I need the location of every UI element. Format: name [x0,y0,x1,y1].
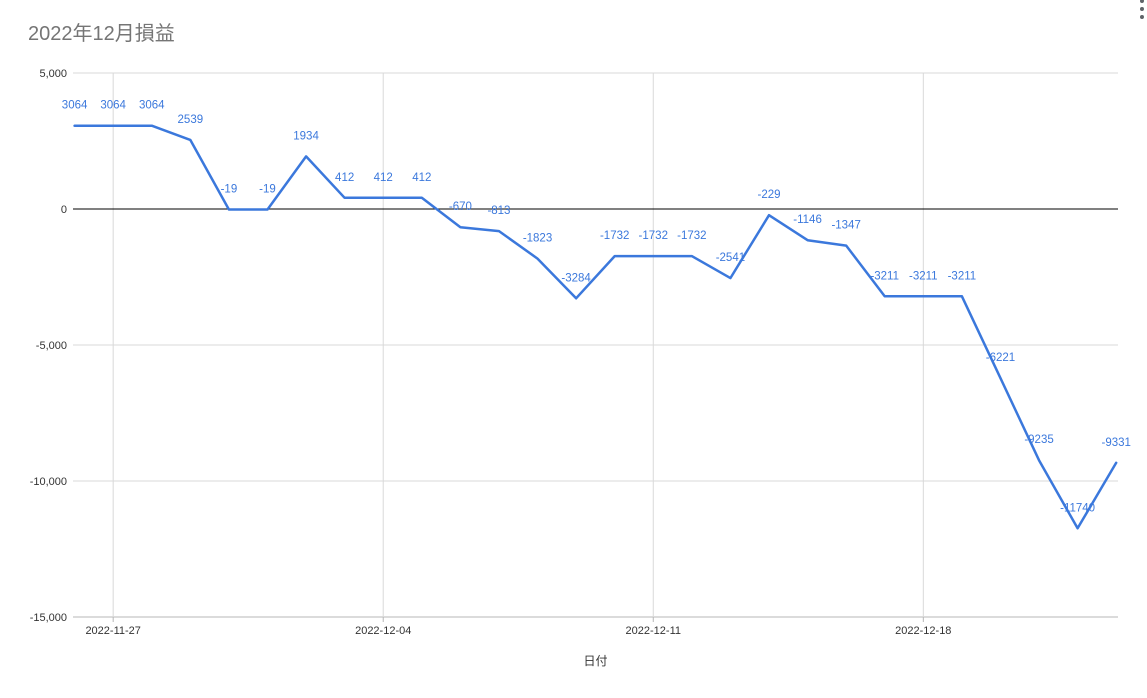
kebab-dot [1140,0,1144,3]
data-label: -1146 [793,214,822,226]
data-label: -1347 [831,220,860,232]
data-label: -19 [221,184,238,196]
data-label: -9331 [1101,437,1130,449]
data-label: -3284 [561,272,591,284]
y-tick-label: -15,000 [30,612,67,624]
y-tick-label: -5,000 [36,340,67,352]
data-label: 2539 [178,114,204,126]
data-label: -1823 [523,233,552,245]
x-tick-label: 2022-11-27 [85,625,140,637]
data-label: -19 [259,184,276,196]
data-label: -6221 [986,352,1015,364]
data-label: -1732 [677,230,706,242]
y-tick-label: -10,000 [30,476,67,488]
data-label: 3064 [139,100,165,112]
y-tick-label: 5,000 [39,68,67,80]
x-tick-label: 2022-12-18 [895,625,951,637]
data-label: 1934 [293,130,319,142]
data-label: -1732 [600,230,629,242]
data-label: -11740 [1060,502,1095,514]
data-label: 3064 [100,100,126,112]
data-label: 3064 [62,100,88,112]
x-tick-label: 2022-12-04 [355,625,411,637]
data-label: 412 [374,172,393,184]
data-label: 412 [335,172,354,184]
kebab-menu-icon[interactable] [1136,0,1147,27]
data-label: -1732 [639,230,668,242]
data-label: -3211 [870,270,899,282]
data-label: -3211 [948,270,977,282]
x-axis-title: 日付 [583,654,608,668]
kebab-dot [1140,7,1144,11]
kebab-dot [1140,15,1144,19]
chart-title: 2022年12月損益 [28,23,175,45]
series-line [73,124,1118,530]
data-label: -2541 [716,252,745,264]
y-tick-label: 0 [61,204,67,216]
x-tick-label: 2022-12-11 [626,625,681,637]
data-label: -3211 [909,270,938,282]
data-label: -229 [757,189,780,201]
data-label: -813 [487,205,510,217]
data-label: 412 [412,172,431,184]
data-label: -670 [449,201,472,213]
data-label: -9235 [1024,434,1053,446]
